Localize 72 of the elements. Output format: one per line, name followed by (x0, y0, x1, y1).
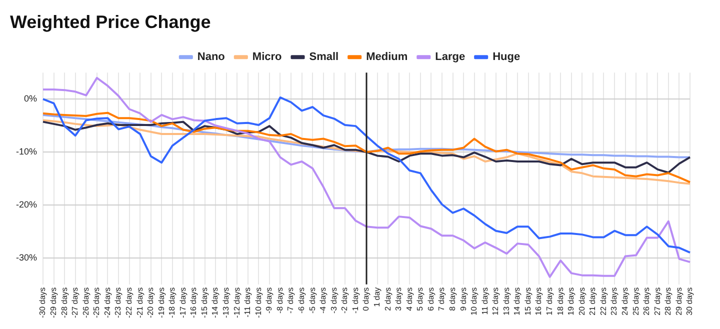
x-tick-label: -25 days (92, 287, 102, 318)
x-tick-label: 19 days (566, 287, 576, 316)
x-tick-label: 26 days (642, 287, 652, 316)
x-tick-label: -22 days (124, 287, 134, 318)
x-tick-label: 12 days (491, 287, 500, 316)
x-tick-label: 6 days (426, 287, 436, 311)
x-tick-label: 27 days (652, 287, 662, 316)
x-tick-label: 7 days (437, 287, 446, 311)
x-tick-label: -20 days (146, 287, 156, 318)
x-tick-label: -8 days (275, 287, 284, 314)
x-tick-label: -12 days (232, 287, 242, 318)
x-tick-label: -5 days (308, 287, 317, 314)
x-tick-label: 23 days (610, 287, 619, 316)
x-tick-label: 17 days (545, 287, 554, 316)
x-tick-label: 3 days (394, 287, 404, 311)
x-tick-label: -7 days (286, 287, 296, 314)
x-tick-label: -10 days (254, 287, 263, 318)
x-tick-label: 30 days (685, 287, 694, 316)
x-tick-label: -4 days (318, 287, 328, 314)
x-tick-label: 25 days (631, 287, 640, 316)
legend-label: Huge (492, 51, 520, 64)
x-tick-label: -30 days (38, 287, 48, 318)
legend-label: Medium (366, 51, 408, 64)
y-tick-label: -10% (16, 146, 38, 156)
x-tick-label: 22 days (598, 287, 608, 316)
x-tick-label: 11 days (480, 287, 490, 315)
y-tick-label: 0% (24, 94, 38, 104)
x-tick-label: -28 days (60, 287, 69, 318)
x-tick-label: 9 days (458, 287, 468, 311)
x-tick-label: 2 days (383, 287, 392, 311)
x-tick-label: -11 days (243, 287, 252, 318)
x-tick-label: -2 days (340, 287, 350, 314)
y-tick-label: -30% (16, 252, 38, 262)
x-tick-label: 16 days (534, 287, 544, 316)
x-tick-label: -23 days (114, 287, 123, 318)
x-tick-label: 5 days (416, 287, 425, 311)
x-tick-label: -15 days (200, 287, 209, 318)
x-tick-label: 14 days (512, 287, 522, 316)
x-tick-label: 1 day (372, 287, 382, 307)
legend-label: Micro (252, 51, 282, 64)
x-tick-label: -18 days (168, 287, 177, 318)
x-tick-label: 21 days (588, 287, 598, 316)
x-tick-label: 10 days (470, 287, 479, 316)
x-tick-label: 28 days (664, 287, 673, 316)
x-tick-label: -27 days (70, 287, 80, 318)
legend-label: Small (309, 51, 339, 64)
x-tick-label: 4 days (404, 287, 414, 311)
x-tick-label: 24 days (620, 287, 630, 316)
x-tick-label: -29 days (48, 287, 58, 318)
x-tick-label: -6 days (297, 287, 306, 314)
x-tick-label: -14 days (210, 287, 220, 318)
x-tick-label: 15 days (523, 287, 532, 316)
x-tick-label: 29 days (674, 287, 684, 316)
x-tick-label: 13 days (502, 287, 511, 316)
x-tick-label: -16 days (189, 287, 198, 318)
x-tick-label: -24 days (102, 287, 112, 318)
y-tick-label: -20% (16, 199, 38, 210)
x-tick-label: -13 days (222, 287, 231, 318)
x-tick-label: 8 days (448, 287, 457, 311)
legend-label: Nano (197, 51, 226, 64)
x-tick-label: 20 days (577, 287, 586, 316)
x-tick-label: 18 days (556, 287, 565, 316)
legend-label: Large (435, 51, 466, 64)
x-tick-label: -21 days (135, 287, 144, 318)
chart-title: Weighted Price Change (10, 12, 211, 32)
x-tick-label: -17 days (178, 287, 188, 318)
x-tick-label: -26 days (81, 287, 90, 318)
x-tick-label: 0 days (362, 287, 371, 311)
x-tick-label: -1 days (350, 287, 360, 314)
x-tick-label: -9 days (264, 287, 274, 314)
x-tick-label: -3 days (329, 287, 338, 314)
x-tick-label: -19 days (156, 287, 166, 318)
